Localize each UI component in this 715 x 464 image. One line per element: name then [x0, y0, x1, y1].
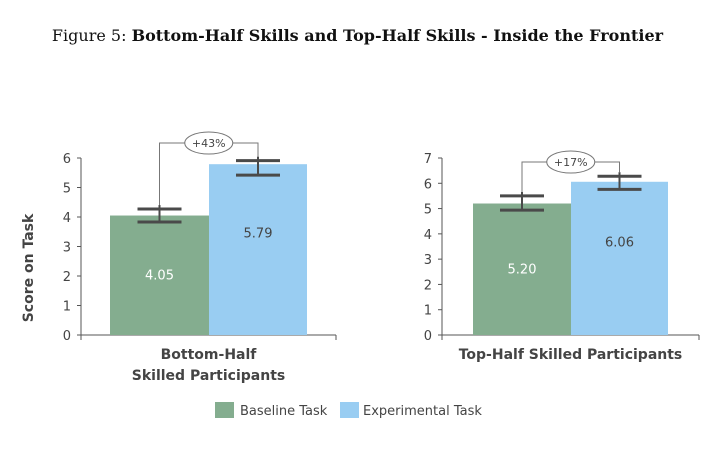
y-tick-label: 0: [424, 329, 432, 344]
data-label: 5.79: [244, 227, 273, 242]
y-tick-label: 4: [424, 228, 432, 243]
y-tick-label: 5: [63, 182, 71, 197]
annotation-bubble: [546, 150, 596, 174]
y-tick-label: 6: [424, 177, 432, 192]
y-tick-label: 6: [63, 152, 71, 167]
category-label: Skilled Participants: [132, 368, 285, 384]
chart-panel-2: 0 1 2 3 4 5 6 7 5.20 6.06 +17% Top-Half Skilled Par…: [424, 150, 700, 363]
y-tick-label: 3: [424, 253, 432, 268]
legend-label: Baseline Task: [240, 404, 328, 419]
figure-title: Figure 5: Bottom-Half Skills and Top-Hal…: [0, 26, 715, 45]
bar-experimental-task: [209, 164, 307, 335]
y-tick-label: 2: [424, 278, 432, 293]
legend-swatch: [215, 402, 234, 418]
bar-baseline-task: [110, 215, 209, 335]
category-label: Top-Half Skilled Participants: [459, 347, 683, 363]
chart-panel-1: 0 1 2 3 4 5 6 4.05 5.79 +43% Bottom-Half Skilled Pa…: [63, 131, 337, 384]
figure-prefix: Figure 5:: [51, 26, 127, 45]
y-tick-label: 1: [424, 304, 432, 319]
bar-baseline-task: [473, 203, 571, 335]
y-axis-label: Score on Task: [21, 213, 37, 322]
y-tick-label: 5: [424, 203, 432, 218]
data-label: 4.05: [145, 268, 174, 283]
y-tick-label: 7: [424, 152, 432, 167]
figure-title-text: Bottom-Half Skills and Top-Half Skills -…: [131, 26, 664, 45]
legend-swatch: [340, 402, 359, 418]
y-tick-label: 4: [63, 211, 71, 226]
annotation-bubble: [184, 131, 234, 155]
category-label: Bottom-Half: [161, 347, 258, 363]
data-label: 5.20: [508, 262, 537, 277]
data-label: 6.06: [605, 235, 634, 250]
y-tick-label: 1: [63, 300, 71, 315]
bar-experimental-task: [571, 181, 668, 335]
y-tick-label: 2: [63, 270, 71, 285]
y-tick-label: 0: [63, 329, 71, 344]
y-tick-label: 3: [63, 241, 71, 256]
legend: Baseline Task Experimental Task: [215, 402, 482, 419]
annotation-label: +43%: [192, 137, 226, 150]
legend-label: Experimental Task: [363, 404, 482, 419]
annotation-label: +17%: [554, 156, 588, 169]
